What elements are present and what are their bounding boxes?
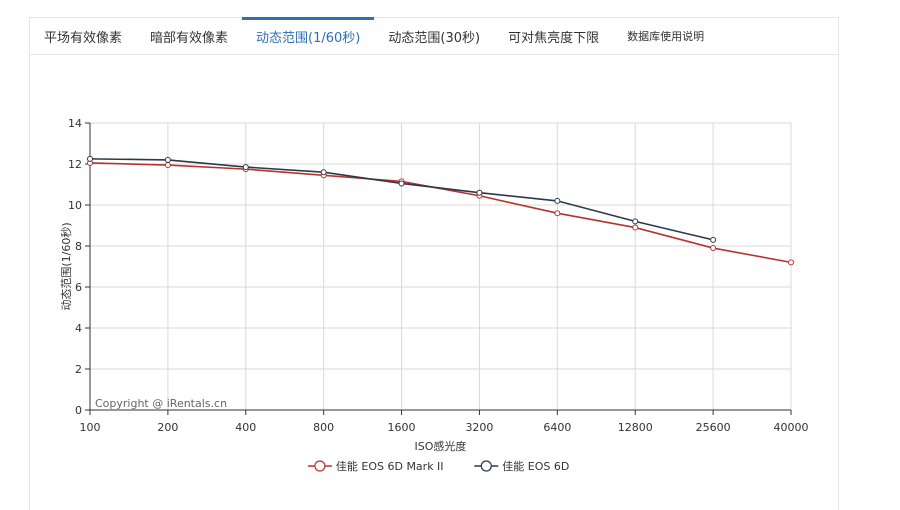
- series-point-0: [788, 259, 794, 266]
- series-point-1: [320, 169, 327, 176]
- legend-swatch-marker: [480, 460, 492, 472]
- y-axis-title: 动态范围(1/60秒): [59, 222, 73, 310]
- x-tick-label: 12800: [618, 421, 653, 434]
- series-point-1: [164, 156, 171, 163]
- series-point-1: [87, 155, 93, 162]
- tab-database-help[interactable]: 数据库使用说明: [627, 30, 705, 43]
- y-tick-label: 8: [75, 240, 82, 253]
- series-point-1: [710, 236, 717, 243]
- legend-item-1[interactable]: 佳能 EOS 6D: [474, 459, 569, 473]
- series-point-0: [554, 210, 561, 217]
- tab-bar: 平场有效像素 暗部有效像素 动态范围(1/60秒) 动态范围(30秒) 可对焦亮…: [30, 17, 838, 55]
- tab-flat-effective-pixels[interactable]: 平场有效像素: [44, 30, 123, 46]
- x-tick-label: 800: [313, 421, 334, 434]
- x-axis-title: ISO感光度: [415, 439, 467, 453]
- legend-label: 佳能 EOS 6D Mark II: [336, 459, 444, 473]
- y-tick-label: 2: [75, 363, 82, 376]
- y-tick-label: 14: [68, 117, 82, 130]
- tab-dynamic-range-1-60s[interactable]: 动态范围(1/60秒): [242, 17, 375, 54]
- x-tick-label: 3200: [465, 421, 493, 434]
- tab-dynamic-range-30s[interactable]: 动态范围(30秒): [388, 30, 481, 46]
- legend-label: 佳能 EOS 6D: [502, 459, 569, 473]
- y-tick-label: 6: [75, 281, 82, 294]
- tab-shadow-effective-pixels[interactable]: 暗部有效像素: [150, 30, 229, 46]
- legend-swatch-marker: [314, 460, 326, 472]
- x-tick-label: 25600: [696, 421, 731, 434]
- y-tick-label: 4: [75, 322, 82, 335]
- y-tick-label: 12: [68, 158, 82, 171]
- series-point-0: [710, 245, 717, 252]
- chart-panel: 平场有效像素 暗部有效像素 动态范围(1/60秒) 动态范围(30秒) 可对焦亮…: [29, 17, 839, 510]
- series-line-0: [89, 162, 792, 264]
- series-point-1: [398, 180, 405, 187]
- x-tick-label: 1600: [388, 421, 416, 434]
- x-tick-label: 6400: [543, 421, 571, 434]
- series-point-1: [476, 189, 483, 196]
- y-tick-label: 0: [75, 404, 82, 417]
- series-point-1: [242, 164, 249, 171]
- y-tick-label: 10: [68, 199, 82, 212]
- x-tick-label: 40000: [774, 421, 809, 434]
- x-tick-label: 100: [80, 421, 101, 434]
- series-point-0: [164, 162, 171, 169]
- tab-focus-brightness-limit[interactable]: 可对焦亮度下限: [508, 30, 600, 46]
- series-point-1: [554, 197, 561, 204]
- x-tick-label: 200: [157, 421, 178, 434]
- copyright-watermark: Copyright @ iRentals.cn: [95, 397, 227, 410]
- x-tick-label: 400: [235, 421, 256, 434]
- series-point-0: [632, 224, 639, 231]
- legend-item-0[interactable]: 佳能 EOS 6D Mark II: [307, 459, 444, 473]
- series-point-1: [632, 218, 639, 225]
